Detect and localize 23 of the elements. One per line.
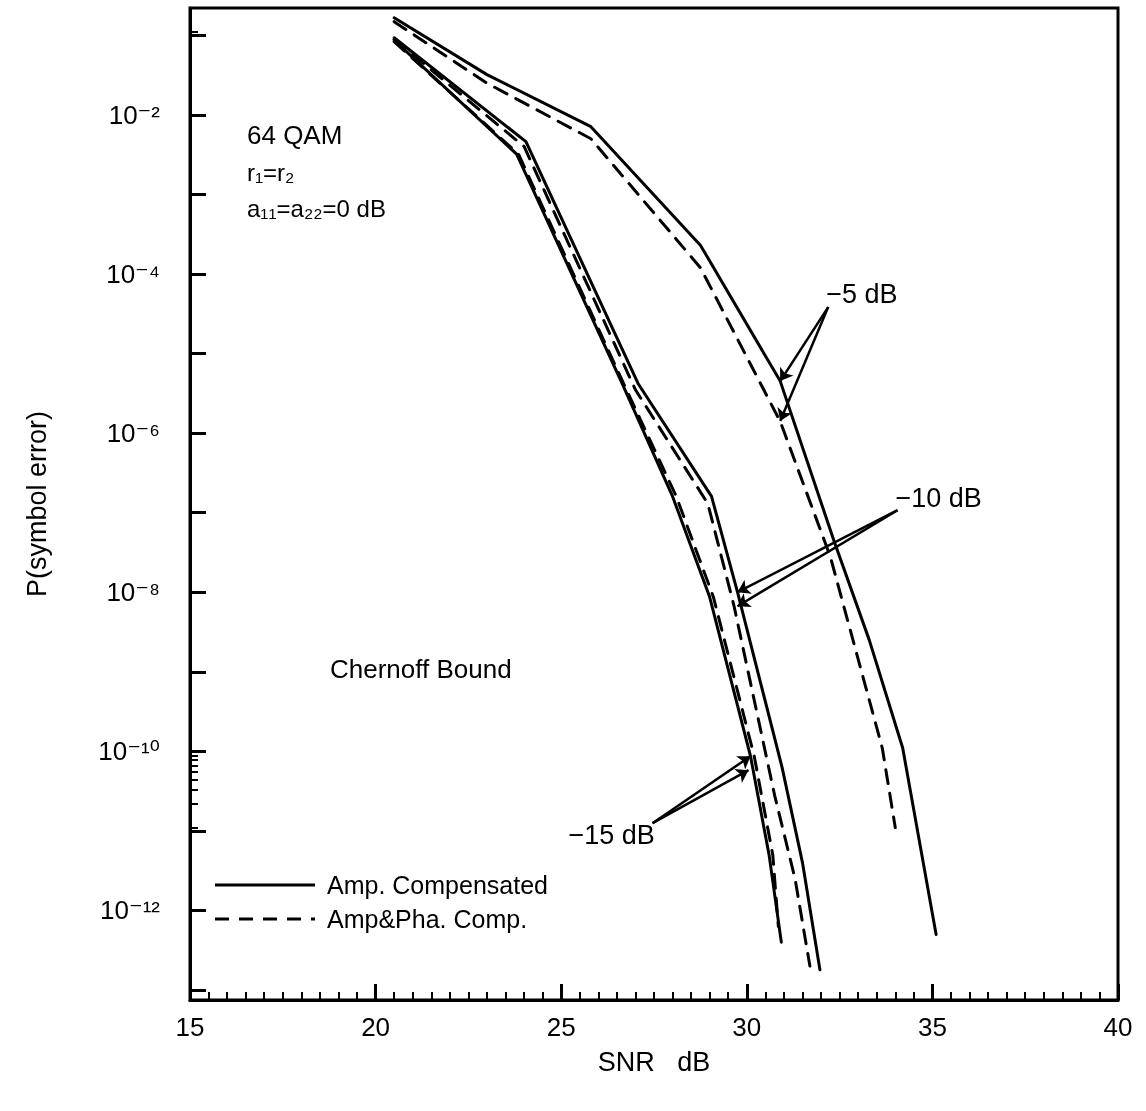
annotation: a₁₁=a₂₂=0 dB: [247, 194, 386, 222]
x-tick-label: 40: [1103, 1012, 1133, 1042]
y-tick-label: 10⁻⁸: [106, 577, 160, 608]
y-tick-label: 10⁻¹²: [100, 895, 161, 926]
annotation: r₁=r₂: [247, 158, 295, 186]
x-tick-label: 30: [732, 1012, 762, 1042]
y-tick-label: 10⁻¹⁰: [98, 736, 160, 767]
annotation: Chernoff Bound: [330, 654, 512, 684]
x-tick-label: 20: [361, 1012, 391, 1042]
y-tick-label: 10⁻²: [108, 99, 161, 130]
annotation: −15 dB: [568, 819, 655, 850]
x-tick-label: 35: [917, 1012, 947, 1042]
x-tick-label: 25: [546, 1012, 576, 1042]
annotation: −5 dB: [826, 278, 898, 309]
y-tick-label: 10⁻⁶: [106, 418, 160, 449]
y-axis-title: P(symbol error): [21, 410, 52, 598]
x-tick-label: 15: [175, 1012, 205, 1042]
y-tick-label: 10⁻⁴: [106, 258, 160, 289]
legend-label: Amp. Compensated: [327, 871, 548, 899]
annotation: −10 dB: [895, 482, 982, 513]
x-axis-title: SNR dB: [597, 1046, 711, 1077]
legend-label: Amp&Pha. Comp.: [327, 905, 528, 933]
annotation: 64 QAM: [247, 120, 343, 150]
